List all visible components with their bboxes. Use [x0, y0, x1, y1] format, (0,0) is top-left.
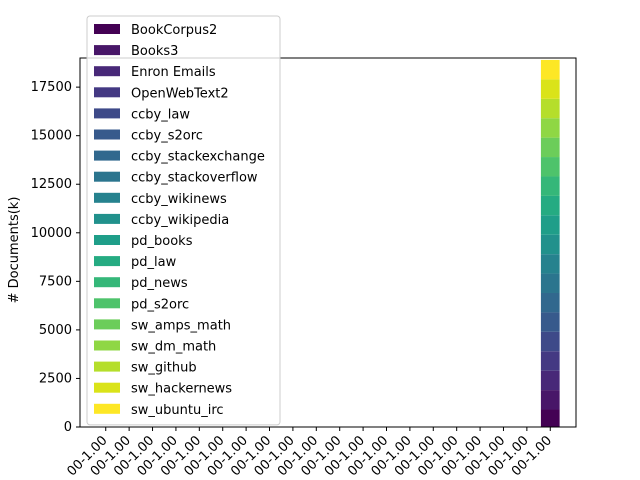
legend-label-sw_github: sw_github — [131, 361, 197, 376]
bar-segment-pd_news — [540, 176, 560, 196]
legend-swatch-ccby_wikinews — [94, 192, 120, 203]
y-tick-label: 12500 — [31, 177, 72, 192]
legend-swatch-BookCorpus2 — [94, 24, 120, 34]
legend-label-pd_books: pd_books — [131, 234, 193, 249]
legend-swatch-ccby_law — [94, 108, 120, 119]
legend-swatch-OpenWebText2 — [94, 87, 120, 98]
legend-label-ccby_wikipedia: ccby_wikipedia — [131, 213, 229, 228]
legend-label-sw_ubuntu_irc: sw_ubuntu_irc — [131, 403, 224, 418]
bar-segment-pd_books — [540, 215, 560, 235]
legend-label-pd_s2orc: pd_s2orc — [131, 297, 189, 312]
legend-label-Enron Emails: Enron Emails — [131, 65, 216, 80]
bar-segment-ccby_wikinews — [540, 254, 560, 274]
legend-swatch-pd_s2orc — [94, 298, 120, 309]
legend-label-sw_amps_math: sw_amps_math — [131, 318, 231, 333]
bar-segment-sw_dm_math — [540, 118, 560, 138]
legend-label-pd_news: pd_news — [131, 276, 188, 291]
bar-segment-sw_github — [540, 98, 560, 119]
legend-swatch-pd_books — [94, 235, 120, 245]
bar-segment-sw_ubuntu_irc — [540, 59, 560, 80]
legend: BookCorpus2 Books3 Enron Emails OpenWebText… — [86, 15, 281, 426]
y-tick-label: 5000 — [39, 323, 72, 338]
legend-swatch-sw_hackernews — [94, 382, 120, 393]
legend-label-ccby_s2orc: ccby_s2orc — [131, 129, 203, 144]
legend-swatch-sw_dm_math — [94, 340, 120, 351]
legend-swatch-ccby_stackexchange — [94, 150, 120, 161]
legend-swatch-pd_news — [94, 277, 120, 288]
bar-segment-BookCorpus2 — [540, 409, 560, 427]
y-tick-label: 17500 — [31, 80, 72, 95]
bar-segment-ccby_s2orc — [540, 312, 560, 332]
bar-segment-Books3 — [540, 390, 560, 410]
legend-label-ccby_stackoverflow: ccby_stackoverflow — [131, 171, 258, 186]
y-tick-label: 7500 — [39, 274, 72, 289]
bar-segment-OpenWebText2 — [540, 351, 560, 371]
legend-swatch-sw_github — [94, 361, 120, 372]
bar-segment-sw_amps_math — [540, 137, 560, 158]
y-tick-label: 15000 — [31, 129, 72, 144]
bar-segment-ccby_law — [540, 331, 560, 352]
legend-swatch-sw_amps_math — [94, 319, 120, 330]
plot-frame — [79, 57, 577, 428]
legend-swatch-Books3 — [94, 45, 120, 56]
legend-label-OpenWebText2: OpenWebText2 — [131, 86, 229, 101]
legend-swatch-ccby_wikipedia — [94, 213, 120, 224]
legend-swatch-pd_law — [94, 256, 120, 267]
y-tick-label: 10000 — [31, 226, 72, 241]
legend-swatch-ccby_stackoverflow — [94, 171, 120, 182]
bar-segment-sw_hackernews — [540, 79, 560, 99]
legend-label-pd_law: pd_law — [131, 255, 177, 270]
legend-label-sw_dm_math: sw_dm_math — [131, 340, 216, 355]
legend-swatch-sw_ubuntu_irc — [94, 403, 120, 414]
legend-swatch-Enron Emails — [94, 66, 120, 77]
bar-segment-pd_law — [540, 195, 560, 216]
legend-label-ccby_stackexchange: ccby_stackexchange — [131, 150, 265, 165]
legend-box — [86, 15, 281, 426]
legend-label-BookCorpus2: BookCorpus2 — [131, 23, 217, 38]
legend-label-sw_hackernews: sw_hackernews — [131, 382, 232, 397]
bars-group — [540, 59, 560, 427]
y-tick-label: 0 — [64, 420, 72, 435]
bar-segment-ccby_wikipedia — [540, 234, 560, 255]
bar-segment-ccby_stackoverflow — [540, 273, 560, 293]
legend-swatch-ccby_s2orc — [94, 129, 120, 140]
legend-label-ccby_wikinews: ccby_wikinews — [131, 192, 227, 207]
bar-segment-ccby_stackexchange — [540, 292, 560, 313]
bar-segment-pd_s2orc — [540, 157, 560, 177]
legend-label-ccby_law: ccby_law — [131, 107, 190, 122]
y-axis-label: # Documents(k) — [7, 197, 22, 304]
legend-label-Books3: Books3 — [131, 44, 178, 59]
bar-segment-Enron Emails — [540, 370, 560, 391]
y-tick-label: 2500 — [39, 371, 72, 386]
